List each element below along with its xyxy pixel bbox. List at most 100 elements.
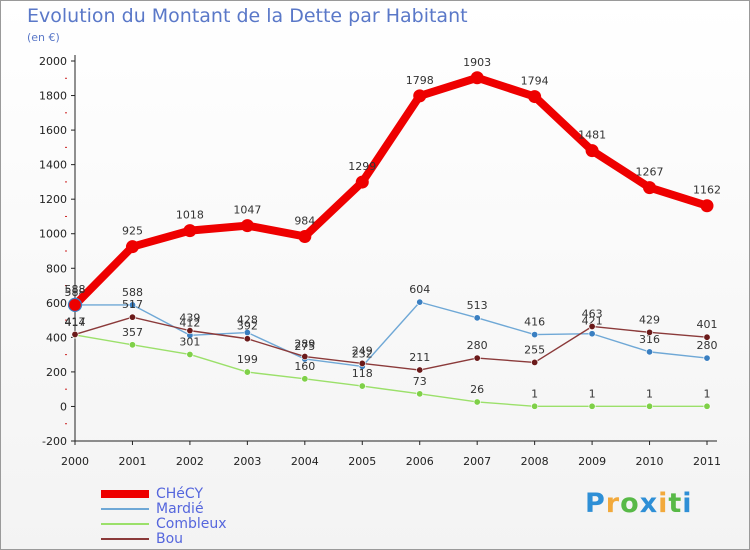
data-point [71,330,79,338]
data-point [703,402,711,410]
y-tick-label: 600 [46,297,67,310]
data-point [240,219,254,233]
chart-subtitle: (en €) [27,31,60,44]
y-tick-label: 200 [46,366,67,379]
y-tick-label: 1400 [39,159,67,172]
x-tick-label: 2004 [291,455,319,468]
data-label: 26 [470,383,484,396]
data-label: 1 [589,387,596,400]
x-tick-label: 2009 [578,455,606,468]
data-point [643,181,657,195]
data-label: 301 [179,335,200,348]
data-point [588,402,596,410]
y-tick-label: 2000 [39,55,67,68]
data-point [355,175,369,189]
data-point [528,90,542,104]
data-label: 1162 [693,184,721,197]
data-point [473,398,481,406]
data-label: 588 [65,283,86,296]
data-label: 604 [409,283,430,296]
data-point [588,322,596,330]
data-label: 392 [237,320,258,333]
legend-label: CHéCY [156,486,203,502]
data-label: 925 [122,225,143,238]
y-tick-label: 1000 [39,228,67,241]
proxiti-logo: Proxiti [585,488,693,519]
y-tick-label: 400 [46,331,67,344]
data-label: 401 [697,318,718,331]
y-tick-label: 1200 [39,193,67,206]
y-tick-label: -200 [42,435,67,448]
legend-label: Combleux [156,516,227,532]
data-label: 1481 [578,129,606,142]
data-label: 160 [294,360,315,373]
data-point [186,350,194,358]
x-tick-label: 2003 [233,455,261,468]
legend-swatch [101,508,149,510]
legend-swatch [101,490,149,498]
data-label: 73 [413,375,427,388]
data-label: 280 [697,339,718,352]
data-label: 357 [122,326,143,339]
data-point [646,402,654,410]
data-label: 232 [352,347,373,360]
series-line-CHéCY [71,73,711,309]
data-point [703,354,711,362]
data-label: 463 [582,307,603,320]
y-tick-label: 0 [60,400,67,413]
chart-title: Evolution du Montant de la Dette par Hab… [27,5,468,27]
data-label: 211 [409,351,430,364]
data-label: 421 [582,315,603,328]
legend-label: Mardié [156,501,204,517]
data-label: 1018 [176,209,204,222]
data-label: 118 [352,367,373,380]
data-label: 1 [531,387,538,400]
data-label: 439 [179,312,200,325]
data-label: 429 [639,313,660,326]
data-label: 416 [524,316,545,329]
data-label: 1047 [233,204,261,217]
data-label: 414 [65,316,86,329]
data-label: 588 [122,286,143,299]
legend-swatch [101,538,149,540]
data-point [243,368,251,376]
y-tick-label: 800 [46,262,67,275]
data-label: 280 [467,339,488,352]
data-point [470,71,484,85]
x-tick-label: 2007 [463,455,491,468]
data-point [646,348,654,356]
logo-letter: t [668,488,683,519]
x-tick-label: 2008 [521,455,549,468]
legend-label: Bou [156,531,184,547]
data-point [531,402,539,410]
data-point [358,382,366,390]
data-point [298,229,312,243]
x-tick-label: 2001 [118,455,146,468]
data-label: 275 [294,340,315,353]
data-label: 1798 [406,74,434,87]
data-point [473,314,481,322]
data-label: 984 [294,214,315,227]
y-tick-label: 1800 [39,90,67,103]
x-tick-label: 2010 [636,455,664,468]
data-label: 316 [639,333,660,346]
data-point [301,353,309,361]
data-point [358,359,366,367]
x-tick-label: 2011 [693,455,721,468]
data-label: 1794 [521,75,549,88]
data-point [128,313,136,321]
data-point [416,366,424,374]
x-tick-label: 2002 [176,455,204,468]
data-label: 412 [179,316,200,329]
series-line-Mardié [74,301,708,368]
data-label: 1 [646,387,653,400]
data-point [700,199,714,213]
logo-letter: i [658,488,669,519]
data-point [125,240,139,254]
data-label: 199 [237,353,258,366]
data-point [531,358,539,366]
x-tick-label: 2005 [348,455,376,468]
logo-letter: i [682,488,693,519]
